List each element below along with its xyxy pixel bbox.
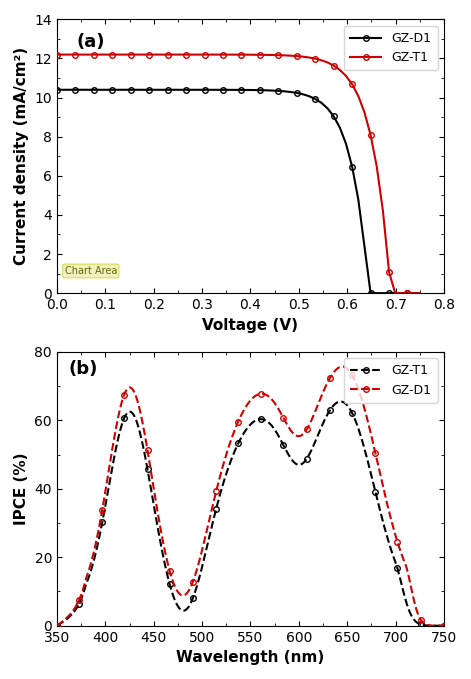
GZ-T1 <box>382 523 387 531</box>
GZ-T1 <box>54 50 60 58</box>
GZ-T1 <box>282 52 287 60</box>
GZ-T1 <box>177 50 183 58</box>
X-axis label: Voltage (V): Voltage (V) <box>203 318 299 333</box>
GZ-T1 <box>291 458 297 466</box>
Line: GZ-T1: GZ-T1 <box>54 399 447 629</box>
GZ-D1 <box>284 421 290 429</box>
GZ-D1 <box>417 289 422 297</box>
GZ-T1 <box>406 606 412 614</box>
GZ-D1 <box>368 289 374 297</box>
GZ-D1 <box>54 621 60 629</box>
GZ-D1 <box>406 574 412 582</box>
GZ-D1 <box>171 86 177 94</box>
Line: GZ-T1: GZ-T1 <box>54 52 422 296</box>
GZ-D1 <box>282 88 287 96</box>
GZ-T1 <box>56 621 61 629</box>
GZ-T1 <box>417 289 422 297</box>
GZ-D1 <box>283 419 289 427</box>
GZ-D1 <box>291 430 297 438</box>
GZ-D1 <box>339 363 345 371</box>
Text: Chart Area: Chart Area <box>65 266 117 276</box>
Text: (a): (a) <box>76 33 105 51</box>
GZ-T1 <box>146 50 152 58</box>
Line: GZ-D1: GZ-D1 <box>54 364 447 629</box>
X-axis label: Wavelength (nm): Wavelength (nm) <box>176 650 325 665</box>
GZ-T1 <box>338 397 343 405</box>
Text: (b): (b) <box>69 360 98 378</box>
Y-axis label: Current density (mA/cm²): Current density (mA/cm²) <box>14 48 29 265</box>
Legend: GZ-T1, GZ-D1: GZ-T1, GZ-D1 <box>344 359 438 403</box>
GZ-D1 <box>146 86 152 94</box>
GZ-T1 <box>441 621 447 629</box>
GZ-T1 <box>159 50 164 58</box>
Line: GZ-D1: GZ-D1 <box>54 87 422 296</box>
GZ-D1 <box>382 488 387 496</box>
GZ-T1 <box>171 50 177 58</box>
GZ-D1 <box>56 621 61 629</box>
GZ-D1 <box>115 86 121 94</box>
GZ-D1 <box>177 86 183 94</box>
GZ-D1 <box>159 86 164 94</box>
GZ-T1 <box>283 446 289 454</box>
Y-axis label: IPCE (%): IPCE (%) <box>14 453 29 525</box>
Legend: GZ-D1, GZ-T1: GZ-D1, GZ-T1 <box>344 26 438 71</box>
GZ-T1 <box>54 621 60 629</box>
GZ-D1 <box>441 621 447 629</box>
GZ-D1 <box>54 86 60 94</box>
GZ-T1 <box>115 50 121 58</box>
GZ-T1 <box>392 289 398 297</box>
GZ-T1 <box>284 449 290 457</box>
